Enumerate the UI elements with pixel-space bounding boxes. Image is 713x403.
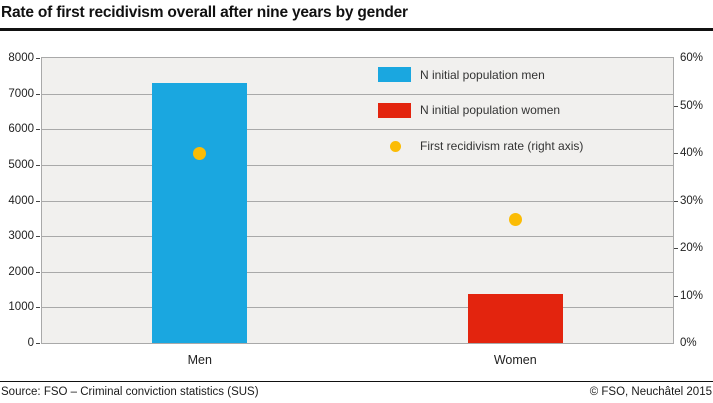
rate-dot-men (193, 146, 207, 160)
footer: Source: FSO – Criminal conviction statis… (1, 386, 712, 398)
gridline (42, 236, 673, 238)
legend-swatch-slot (378, 140, 420, 152)
left-axis-tick (36, 200, 40, 202)
left-axis-tick (36, 343, 40, 344)
plot-area (41, 57, 674, 344)
legend-item: N initial population men (378, 57, 668, 93)
right-axis-tick (674, 295, 678, 297)
rate-dot-women (508, 213, 522, 226)
right-axis-label: 0% (680, 337, 697, 349)
left-axis-label: 5000 (8, 158, 34, 171)
right-axis-label: 40% (680, 147, 704, 159)
right-axis-tick (674, 105, 678, 107)
category-label-men: Men (187, 353, 212, 367)
right-axis-label: 10% (680, 289, 704, 302)
legend-swatch-rect (378, 102, 411, 118)
left-axis-tick (36, 129, 40, 131)
right-axis-tick (674, 153, 678, 154)
legend-swatch-dot-icon (390, 140, 401, 152)
bar-women (467, 294, 563, 343)
bar-men (152, 82, 248, 343)
legend-label: N initial population men (420, 67, 545, 82)
legend-swatch-slot (378, 67, 420, 83)
title-rule (0, 28, 713, 31)
category-label-women: Women (493, 353, 537, 367)
right-axis-label: 20% (680, 242, 704, 254)
gridline (42, 93, 673, 95)
left-axis-tick (36, 236, 40, 238)
left-axis-label: 2000 (8, 265, 34, 278)
gridline (42, 200, 673, 202)
gridline (42, 164, 673, 166)
gridline (42, 307, 673, 309)
left-axis-label: 3000 (8, 230, 34, 243)
source-note: Source: FSO – Criminal conviction statis… (1, 386, 259, 398)
footer-rule (0, 381, 713, 382)
right-axis-label: 30% (680, 194, 704, 207)
copyright-note: © FSO, Neuchâtel 2015 (589, 386, 712, 398)
right-axis-tick (674, 200, 678, 202)
legend-swatch-slot (378, 102, 420, 118)
left-axis-label: 1000 (8, 301, 34, 314)
chart-title: Rate of first recidivism overall after n… (1, 4, 408, 21)
left-axis-tick (36, 58, 40, 59)
legend-item: First recidivism rate (right axis) (378, 128, 668, 164)
left-axis-label: 6000 (8, 123, 34, 136)
left-axis-tick (36, 93, 40, 95)
left-axis-label: 4000 (8, 194, 34, 207)
left-axis-label: 0 (27, 337, 34, 349)
right-axis-label: 50% (680, 99, 704, 112)
legend-item: N initial population women (378, 93, 668, 129)
left-axis-label: 7000 (8, 87, 34, 100)
left-axis-label: 8000 (8, 52, 34, 64)
left-axis-tick (36, 271, 40, 273)
left-axis-tick (36, 164, 40, 166)
legend-label: First recidivism rate (right axis) (420, 139, 584, 154)
left-axis-tick (36, 307, 40, 309)
gridline (42, 271, 673, 273)
right-axis-label: 60% (680, 52, 704, 64)
right-axis-tick (674, 248, 678, 249)
legend-swatch-rect (378, 67, 411, 83)
gridline (42, 129, 673, 131)
legend-label: N initial population women (420, 103, 561, 118)
